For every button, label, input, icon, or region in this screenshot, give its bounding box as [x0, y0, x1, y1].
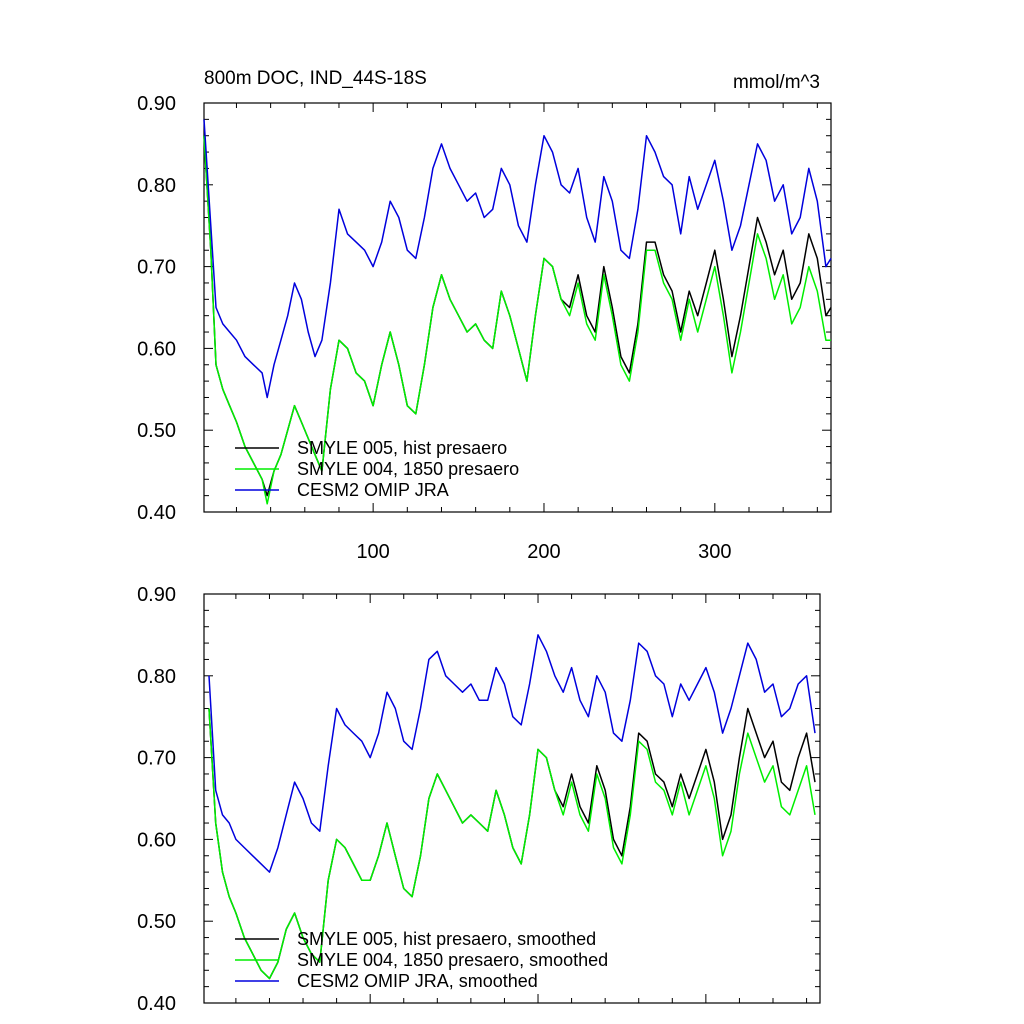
bottom-panel: 0.40 0.50 0.60 0.70 0.80 0.90 SMYLE 005, hist …	[137, 584, 821, 1015]
y-tick-label: 0.70	[137, 257, 176, 279]
series-line-omip	[208, 634, 816, 873]
x-tick-label: 300	[698, 541, 731, 563]
x-tick-label: 200	[527, 541, 560, 563]
y-tick-label: 0.90	[137, 93, 176, 115]
legend-label-smyle004: SMYLE 004, 1850 presaero, smoothed	[297, 950, 608, 970]
plot-frame	[203, 593, 821, 1004]
units-label: mmol/m^3	[733, 72, 820, 93]
y-tick-label: 0.60	[137, 829, 176, 851]
y-tick-label: 0.50	[137, 911, 176, 933]
legend-label-smyle005: SMYLE 005, hist presaero, smoothed	[297, 929, 596, 949]
series-line-omip	[203, 119, 832, 399]
legend-label-omip: CESM2 OMIP JRA	[297, 480, 449, 500]
x-tick-label: 100	[356, 541, 389, 563]
chart-title: 800m DOC, IND_44S-18S	[204, 68, 427, 89]
y-tick-label: 0.60	[137, 338, 176, 360]
legend-label-smyle004: SMYLE 004, 1850 presaero	[297, 459, 519, 479]
y-tick-label: 0.50	[137, 420, 176, 442]
y-tick-label: 0.80	[137, 175, 176, 197]
y-tick-label: 0.70	[137, 748, 176, 770]
y-tick-label: 0.80	[137, 666, 176, 688]
y-tick-label: 0.40	[137, 502, 176, 524]
series-line-smyle004	[208, 708, 816, 980]
legend-label-omip: CESM2 OMIP JRA, smoothed	[297, 971, 538, 991]
top-panel: 0.40 0.50 0.60 0.70 0.80 0.90 100 200 300 SMYLE 0…	[137, 93, 832, 563]
series-line-smyle004	[203, 135, 831, 505]
legend-label-smyle005: SMYLE 005, hist presaero	[297, 438, 507, 458]
y-tick-label: 0.90	[137, 584, 176, 606]
y-tick-label: 0.40	[137, 993, 176, 1015]
